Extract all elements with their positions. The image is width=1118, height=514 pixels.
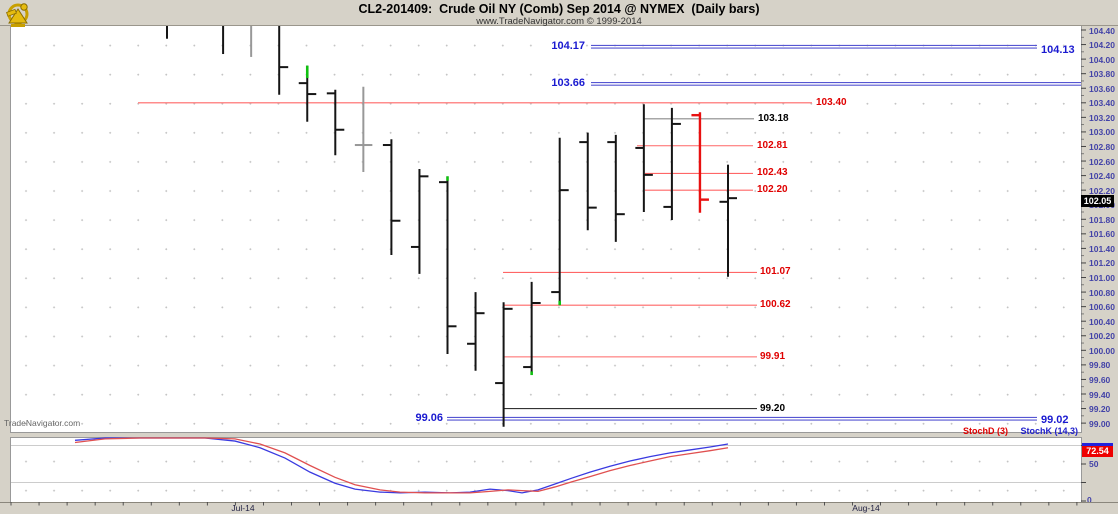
axis-price-label: 104.20	[1089, 40, 1115, 51]
stoch-axis-label-50: 50	[1089, 459, 1099, 469]
axis-price-label: 103.80	[1089, 69, 1115, 80]
axis-price-label: 99.20	[1089, 404, 1111, 415]
axis-price-label: 99.00	[1089, 418, 1111, 429]
axis-price-label: 103.00	[1089, 127, 1115, 138]
axis-price-label: 101.00	[1089, 273, 1115, 284]
stoch-axis-label-0: 0	[1087, 495, 1092, 505]
current-price-badge: 102.05	[1081, 195, 1114, 207]
date-axis	[0, 502, 1118, 514]
axis-price-label: 102.40	[1089, 171, 1115, 182]
axis-price-label: 100.60	[1089, 302, 1115, 313]
chart-subtitle: www.TradeNavigator.com © 1999-2014	[476, 16, 642, 27]
axis-price-label: 104.40	[1089, 25, 1115, 36]
axis-price-label: 100.80	[1089, 287, 1115, 298]
axis-price-label: 101.40	[1089, 243, 1115, 254]
axis-price-label: 104.00	[1089, 54, 1115, 65]
axis-price-label: 103.60	[1089, 83, 1115, 94]
stoch-value-badge: 72.54	[1082, 446, 1113, 457]
stoch-legend: StochD (3) StochK (14,3)	[953, 426, 1078, 436]
axis-price-label: 101.20	[1089, 258, 1115, 269]
x-axis-label-aug14: Aug-14	[852, 503, 880, 513]
axis-price-label: 99.80	[1089, 360, 1111, 371]
axis-price-label: 103.20	[1089, 112, 1115, 123]
axis-price-label: 102.80	[1089, 141, 1115, 152]
axis-price-label: 99.60	[1089, 374, 1111, 385]
axis-price-label: 100.20	[1089, 331, 1115, 342]
axis-price-label: 103.40	[1089, 98, 1115, 109]
stoch-d-legend-label[interactable]: StochD (3)	[962, 426, 1008, 436]
chart-title: CL2-201409: Crude Oil NY (Comb) Sep 2014…	[358, 2, 760, 16]
stochastic-panel[interactable]	[10, 437, 1082, 503]
watermark: TradeNavigator.com	[4, 418, 81, 428]
axis-price-label: 101.60	[1089, 229, 1115, 240]
chart-header: CL2-201409: Crude Oil NY (Comb) Sep 2014…	[0, 0, 1118, 27]
price-panel[interactable]	[10, 25, 1082, 433]
stoch-k-legend-label[interactable]: StochK (14,3)	[1020, 426, 1078, 436]
axis-price-label: 100.40	[1089, 316, 1115, 327]
axis-price-label: 99.40	[1089, 389, 1111, 400]
axis-price-label: 101.80	[1089, 214, 1115, 225]
stoch-k-value-marker	[1082, 443, 1113, 446]
axis-price-label: 102.60	[1089, 156, 1115, 167]
x-axis-label-jul14: Jul-14	[231, 503, 255, 513]
axis-price-label: 100.00	[1089, 345, 1115, 356]
app-logo-icon	[6, 3, 29, 27]
